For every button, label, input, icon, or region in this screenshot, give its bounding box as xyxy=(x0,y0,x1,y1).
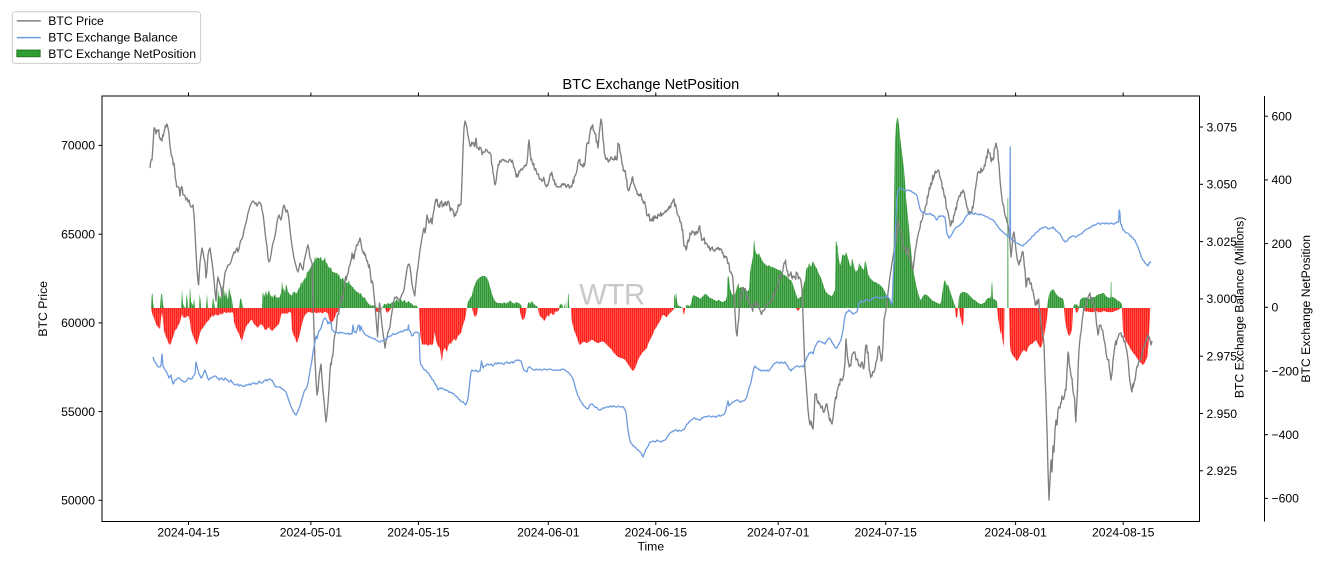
svg-text:3.000: 3.000 xyxy=(1207,292,1238,306)
svg-text:65000: 65000 xyxy=(61,228,95,242)
svg-text:2024-08-15: 2024-08-15 xyxy=(1092,525,1155,539)
svg-text:2.975: 2.975 xyxy=(1207,350,1238,364)
svg-text:2024-05-15: 2024-05-15 xyxy=(387,525,450,539)
svg-text:70000: 70000 xyxy=(61,139,95,153)
svg-text:2024-06-01: 2024-06-01 xyxy=(517,525,580,539)
svg-text:3.025: 3.025 xyxy=(1207,235,1238,249)
svg-text:BTC Price: BTC Price xyxy=(48,14,104,28)
svg-text:0: 0 xyxy=(1272,301,1279,315)
svg-text:2.950: 2.950 xyxy=(1207,407,1238,421)
svg-text:3.075: 3.075 xyxy=(1207,120,1238,134)
svg-text:60000: 60000 xyxy=(61,316,95,330)
svg-text:200: 200 xyxy=(1272,237,1293,251)
svg-text:3.050: 3.050 xyxy=(1207,178,1238,192)
svg-text:BTC Exchange Balance: BTC Exchange Balance xyxy=(48,31,178,45)
svg-text:2024-08-01: 2024-08-01 xyxy=(984,525,1047,539)
svg-text:−200: −200 xyxy=(1272,364,1300,378)
svg-text:Time: Time xyxy=(637,540,664,554)
svg-text:2024-04-15: 2024-04-15 xyxy=(157,525,220,539)
svg-text:BTC Exchange NetPosition: BTC Exchange NetPosition xyxy=(562,77,739,93)
svg-text:400: 400 xyxy=(1272,173,1293,187)
svg-text:BTC Exchange NetPosition: BTC Exchange NetPosition xyxy=(1299,235,1313,383)
svg-text:55000: 55000 xyxy=(61,405,95,419)
svg-text:2.925: 2.925 xyxy=(1207,464,1238,478)
svg-text:2024-06-15: 2024-06-15 xyxy=(625,525,688,539)
svg-text:600: 600 xyxy=(1272,110,1293,124)
svg-text:BTC Price: BTC Price xyxy=(36,281,50,337)
svg-text:−400: −400 xyxy=(1272,428,1300,442)
svg-text:50000: 50000 xyxy=(61,494,95,508)
svg-text:BTC Exchange Balance (Millions: BTC Exchange Balance (Millions) xyxy=(1233,217,1247,399)
svg-text:−600: −600 xyxy=(1272,492,1300,506)
svg-text:WTR: WTR xyxy=(579,279,645,312)
svg-text:2024-07-01: 2024-07-01 xyxy=(747,525,810,539)
svg-text:2024-07-15: 2024-07-15 xyxy=(855,525,918,539)
svg-text:BTC Exchange NetPosition: BTC Exchange NetPosition xyxy=(48,47,196,61)
svg-text:2024-05-01: 2024-05-01 xyxy=(280,525,343,539)
